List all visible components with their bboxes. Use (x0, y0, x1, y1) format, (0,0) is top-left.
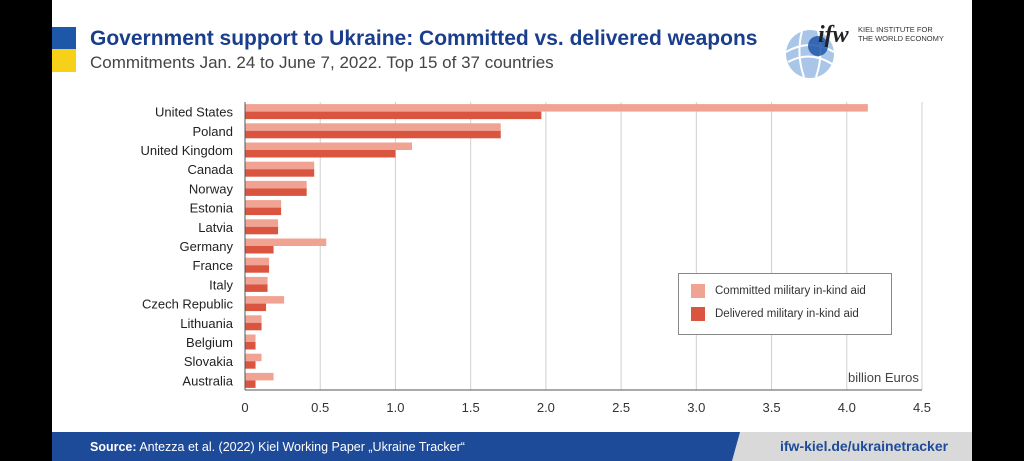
y-category-label: United Kingdom (141, 143, 234, 158)
y-category-label: Norway (189, 181, 234, 196)
bar-committed (245, 238, 327, 246)
footer-source: Source: Antezza et al. (2022) Kiel Worki… (90, 440, 465, 454)
x-tick-label: 1.5 (462, 400, 480, 415)
bar-committed (245, 200, 282, 208)
bar-delivered (245, 284, 268, 292)
y-category-label: Italy (209, 277, 233, 292)
y-category-label: Belgium (186, 335, 233, 350)
bar-delivered (245, 361, 256, 369)
bar-committed (245, 123, 501, 131)
x-tick-label: 3.5 (763, 400, 781, 415)
globe-icon (785, 30, 835, 78)
y-category-label: France (193, 258, 233, 273)
x-tick-label: 1.0 (386, 400, 404, 415)
legend-label-committed: Committed military in-kind aid (715, 285, 866, 297)
bar-committed (245, 315, 262, 323)
ukraine-flag-yellow (52, 49, 76, 72)
bar-committed (245, 257, 270, 266)
x-tick-label: 0 (241, 400, 248, 415)
x-tick-label: 2.0 (537, 400, 555, 415)
bar-delivered (245, 188, 307, 196)
bar-committed (245, 296, 285, 304)
y-category-label: United States (155, 105, 234, 120)
bar-committed (245, 334, 256, 342)
chart-title: Government support to Ukraine: Committed… (90, 27, 758, 50)
bar-delivered (245, 380, 256, 388)
logo-line1: KIEL INSTITUTE FOR (858, 25, 933, 34)
bar-chart: 0 0.5 1.0 1.5 2.0 2.5 3.0 3.5 4.0 4.5 United State… (141, 102, 931, 415)
y-category-label: Poland (193, 124, 233, 139)
bar-committed (245, 276, 268, 285)
x-tick-label: 4.5 (913, 400, 931, 415)
chart-panel: Government support to Ukraine: Committed… (52, 0, 972, 461)
y-category-label: Czech Republic (142, 297, 234, 312)
ukraine-flag-blue (52, 27, 76, 49)
logo-mark: ifw (818, 22, 850, 48)
bar-delivered (245, 322, 262, 331)
y-category-label: Estonia (190, 201, 234, 216)
x-tick-label: 0.5 (311, 400, 329, 415)
y-category-label: Germany (180, 239, 234, 254)
bar-delivered (245, 150, 396, 158)
chart-subtitle: Commitments Jan. 24 to June 7, 2022. Top… (90, 53, 554, 72)
bar-delivered (245, 246, 274, 254)
bar-delivered (245, 265, 270, 273)
footer-source-label: Source: (90, 440, 137, 454)
logo-line2: THE WORLD ECONOMY (858, 34, 944, 43)
footer-source-text: Antezza et al. (2022) Kiel Working Paper… (136, 440, 465, 454)
legend-swatch-committed (691, 284, 705, 298)
legend-swatch-delivered (691, 307, 705, 321)
footer-url-band (732, 432, 972, 461)
x-tick-label: 4.0 (838, 400, 856, 415)
bar-delivered (245, 226, 279, 235)
bar-delivered (245, 342, 256, 350)
y-category-label: Lithuania (180, 316, 234, 331)
legend-item-delivered: Delivered military in-kind aid (691, 307, 859, 321)
bar-delivered (245, 130, 501, 139)
bar-delivered (245, 303, 267, 312)
legend-item-committed: Committed military in-kind aid (691, 284, 866, 298)
y-category-label: Latvia (198, 220, 233, 235)
chart-legend: Committed military in-kind aid Delivered… (678, 273, 892, 335)
bar-committed (245, 372, 274, 381)
y-category-label: Slovakia (184, 354, 234, 369)
ifw-logo: ifw KIEL INSTITUTE FOR THE WORLD ECONOMY (785, 22, 944, 78)
bar-committed (245, 180, 307, 189)
x-tick-label: 2.5 (612, 400, 630, 415)
bar-committed (245, 353, 262, 362)
y-category-label: Canada (187, 162, 233, 177)
x-tick-label: 3.0 (687, 400, 705, 415)
bar-committed (245, 104, 868, 112)
bar-committed (245, 219, 279, 227)
bar-committed (245, 161, 315, 170)
x-axis-unit-label: billion Euros (848, 370, 919, 385)
bar-delivered (245, 207, 282, 216)
bar-committed (245, 142, 412, 150)
y-category-label: Australia (182, 373, 233, 388)
footer-url-link[interactable]: ifw-kiel.de/ukrainetracker (780, 438, 949, 454)
legend-label-delivered: Delivered military in-kind aid (715, 308, 859, 320)
bar-delivered (245, 111, 542, 120)
bar-delivered (245, 169, 315, 177)
